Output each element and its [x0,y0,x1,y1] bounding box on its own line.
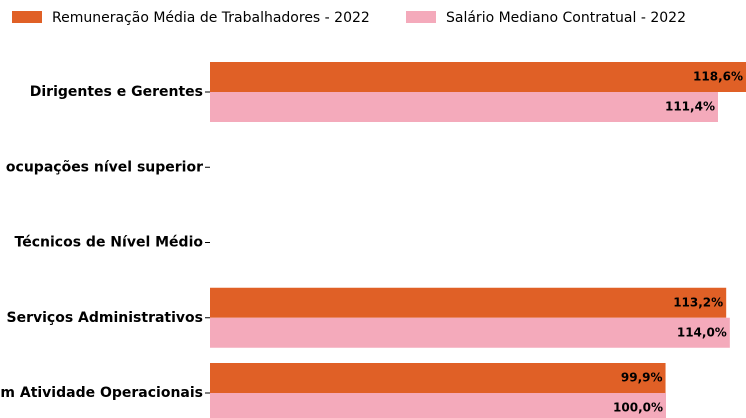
y-tick-label: Serviços Administrativos [7,310,204,326]
value-label: 111,4% [665,100,715,114]
bar [210,393,666,418]
legend-label: Remuneração Média de Trabalhadores - 202… [52,10,370,26]
legend-swatch [12,11,42,23]
y-tick-label: m Atividade Operacionais [0,385,203,401]
bar [210,317,730,348]
value-label: 100,0% [613,401,663,415]
value-label: 114,0% [677,325,727,339]
y-tick-label: Técnicos de Nível Médio [15,235,204,251]
bar [210,92,718,122]
value-label: 118,6% [693,70,743,84]
value-label: 113,2% [673,295,723,309]
y-tick-label: Dirigentes e Gerentes [30,84,203,100]
bar [210,363,666,393]
legend-label: Salário Mediano Contratual - 2022 [446,10,686,26]
legend-swatch [406,11,436,23]
value-label: 99,9% [621,371,663,385]
y-tick-label: ocupações nível superior [6,159,203,175]
bar [210,62,746,92]
bar [210,287,727,318]
